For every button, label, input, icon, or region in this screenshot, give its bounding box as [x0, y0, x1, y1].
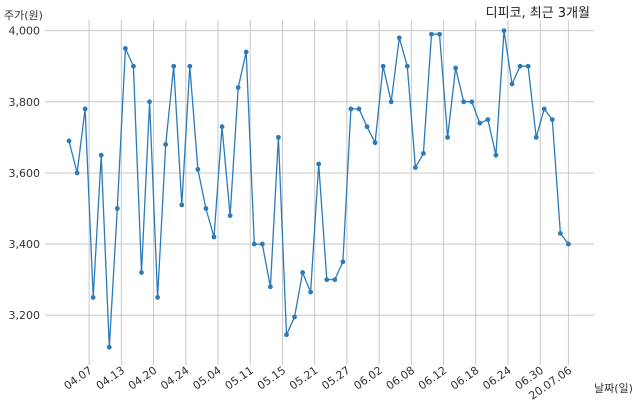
data-point: [509, 81, 515, 87]
data-point: [227, 213, 233, 219]
y-tick-label: 3,400: [9, 238, 41, 251]
data-point: [340, 259, 346, 265]
data-point: [566, 241, 571, 247]
data-point: [477, 120, 483, 126]
data-point: [284, 332, 289, 338]
x-tick-label: 05.11: [223, 364, 256, 393]
x-tick-label: 05.21: [287, 364, 320, 393]
data-point: [171, 63, 177, 69]
data-point: [195, 166, 201, 172]
data-point: [324, 277, 330, 283]
data-point: [316, 161, 322, 167]
data-point: [421, 150, 426, 156]
y-tick-label: 4,000: [9, 25, 41, 38]
data-point: [429, 31, 434, 37]
data-point: [155, 295, 161, 300]
data-point: [187, 63, 193, 69]
x-tick-label: 05.15: [255, 364, 288, 393]
data-point: [74, 170, 80, 176]
data-point: [203, 206, 209, 211]
data-point: [219, 124, 225, 130]
data-point: [292, 314, 297, 320]
data-point: [82, 106, 88, 112]
data-point: [533, 134, 539, 140]
y-axis-title: 주가(원): [4, 9, 43, 22]
data-point: [493, 152, 499, 158]
x-tick-label: 06.24: [480, 364, 513, 393]
data-point: [469, 99, 475, 105]
data-point: [98, 152, 104, 158]
data-point: [259, 241, 265, 247]
data-point: [276, 134, 281, 140]
data-point: [501, 28, 507, 34]
x-tick-label: 06.12: [416, 364, 449, 393]
data-point: [243, 49, 249, 55]
x-tick-label: 05.04: [190, 364, 223, 393]
data-point: [525, 63, 531, 69]
data-point: [179, 202, 185, 208]
data-point: [235, 85, 241, 90]
data-point: [211, 234, 217, 240]
data-point: [163, 142, 169, 147]
data-point: [131, 63, 136, 69]
data-point: [453, 65, 459, 71]
data-point: [388, 99, 394, 105]
x-tick-label: 04.13: [94, 364, 127, 393]
data-point: [106, 344, 112, 350]
data-point: [461, 99, 467, 105]
x-tick-label: 06.08: [384, 364, 417, 393]
data-point: [380, 63, 386, 69]
data-point: [517, 63, 523, 69]
y-axis-tick-labels: 3,200 3,400 3,600 3,800 4,000: [9, 25, 41, 323]
data-point: [114, 206, 120, 211]
data-point: [356, 106, 362, 112]
data-point: [437, 31, 442, 37]
data-point: [404, 63, 410, 69]
data-point: [348, 106, 354, 112]
data-point: [122, 46, 128, 51]
data-point: [332, 277, 338, 283]
data-point: [412, 165, 418, 171]
y-tick-label: 3,200: [9, 309, 41, 322]
x-axis-title: 날짜(일): [594, 381, 633, 395]
x-tick-label: 05.27: [319, 364, 352, 393]
x-tick-label: 06.18: [448, 364, 481, 393]
y-tick-label: 3,600: [9, 167, 41, 180]
data-point: [557, 231, 563, 236]
data-point: [147, 99, 152, 105]
y-tick-label: 3,800: [9, 96, 41, 109]
x-tick-label: 04.07: [62, 364, 95, 393]
data-point: [485, 117, 491, 122]
data-point: [549, 117, 555, 122]
data-point: [90, 295, 96, 300]
data-point: [396, 35, 402, 41]
vertical-gridlines: [88, 20, 569, 365]
plot-series: [66, 28, 571, 350]
x-tick-label: 04.20: [126, 364, 159, 393]
x-tick-label: 06.02: [352, 364, 385, 393]
data-point: [372, 140, 378, 146]
data-point: [66, 138, 72, 144]
series-line: [68, 30, 569, 348]
data-point: [251, 241, 257, 247]
data-point: [300, 270, 305, 275]
data-point: [139, 270, 144, 275]
x-tick-label: 04.24: [158, 364, 191, 393]
data-point: [308, 289, 314, 295]
data-point: [267, 284, 273, 290]
data-point: [541, 106, 547, 112]
data-point: [445, 134, 450, 140]
chart-title: 디피코, 최근 3개월: [486, 6, 590, 21]
x-axis-tick-labels: 04.0704.1304.2004.2405.0405.1105.1505.21…: [62, 364, 575, 403]
data-point: [364, 124, 370, 130]
